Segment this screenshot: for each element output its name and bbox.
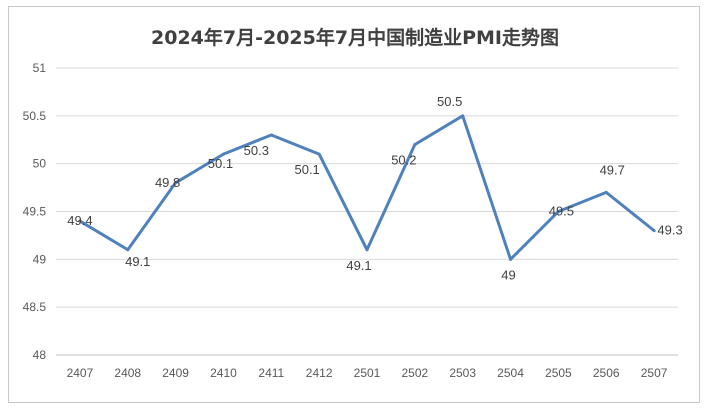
data-label: 50.2 bbox=[391, 153, 416, 168]
data-label: 49.4 bbox=[67, 213, 92, 228]
x-tick-label: 2407 bbox=[67, 366, 94, 380]
data-label: 50.5 bbox=[437, 94, 462, 109]
chart-title: 2024年7月-2025年7月中国制造业PMI走势图 bbox=[151, 26, 559, 49]
x-tick-label: 2408 bbox=[114, 366, 141, 380]
y-tick-label: 51 bbox=[33, 61, 47, 75]
data-label: 49.7 bbox=[600, 162, 625, 177]
data-point bbox=[174, 181, 178, 185]
data-point bbox=[461, 114, 465, 118]
data-label: 49 bbox=[501, 267, 515, 282]
chart-frame bbox=[8, 6, 700, 403]
x-axis-ticks: 2407 2408 2409 2410 2411 2412 2501 2502 2503 2504… bbox=[67, 366, 668, 380]
x-tick-label: 2504 bbox=[497, 366, 524, 380]
y-tick-label: 49 bbox=[33, 252, 47, 266]
y-tick-label: 48.5 bbox=[23, 300, 47, 314]
y-tick-label: 50 bbox=[33, 157, 47, 171]
data-point bbox=[652, 229, 656, 233]
data-label: 49.5 bbox=[549, 204, 574, 219]
data-point bbox=[509, 257, 513, 261]
data-label: 49.8 bbox=[155, 175, 180, 190]
data-point bbox=[413, 143, 417, 147]
x-tick-label: 2501 bbox=[354, 366, 381, 380]
x-tick-label: 2412 bbox=[306, 366, 333, 380]
data-point bbox=[269, 133, 273, 137]
data-point bbox=[556, 210, 560, 213]
gridlines bbox=[56, 67, 678, 356]
data-label: 50.1 bbox=[208, 156, 233, 171]
y-axis-ticks: 48 48.5 49 49.5 50 50.5 51 bbox=[23, 61, 47, 362]
x-tick-label: 2411 bbox=[258, 366, 284, 380]
data-point bbox=[317, 152, 321, 156]
data-point bbox=[126, 248, 130, 252]
data-point bbox=[365, 248, 369, 252]
x-tick-label: 2507 bbox=[641, 366, 668, 380]
data-label: 49.1 bbox=[125, 254, 150, 269]
series-layer bbox=[78, 114, 656, 261]
y-tick-label: 49.5 bbox=[23, 205, 47, 219]
data-label: 50.1 bbox=[294, 162, 319, 177]
y-tick-label: 48 bbox=[33, 348, 47, 362]
x-tick-label: 2409 bbox=[162, 366, 189, 380]
data-labels: 49.4 49.1 49.8 50.1 50.3 50.1 49.1 50.2 50.5 49 49… bbox=[67, 94, 682, 283]
data-point bbox=[78, 219, 82, 223]
x-tick-label: 2506 bbox=[593, 366, 620, 380]
x-tick-label: 2502 bbox=[401, 366, 428, 380]
x-tick-label: 2503 bbox=[449, 366, 476, 380]
y-tick-label: 50.5 bbox=[23, 109, 47, 123]
data-label: 50.3 bbox=[244, 143, 269, 158]
data-label: 49.1 bbox=[346, 258, 371, 273]
x-tick-label: 2505 bbox=[545, 366, 572, 380]
x-tick-label: 2410 bbox=[210, 366, 237, 380]
data-point bbox=[221, 152, 225, 156]
data-label: 49.3 bbox=[657, 223, 682, 238]
data-point bbox=[604, 190, 608, 194]
